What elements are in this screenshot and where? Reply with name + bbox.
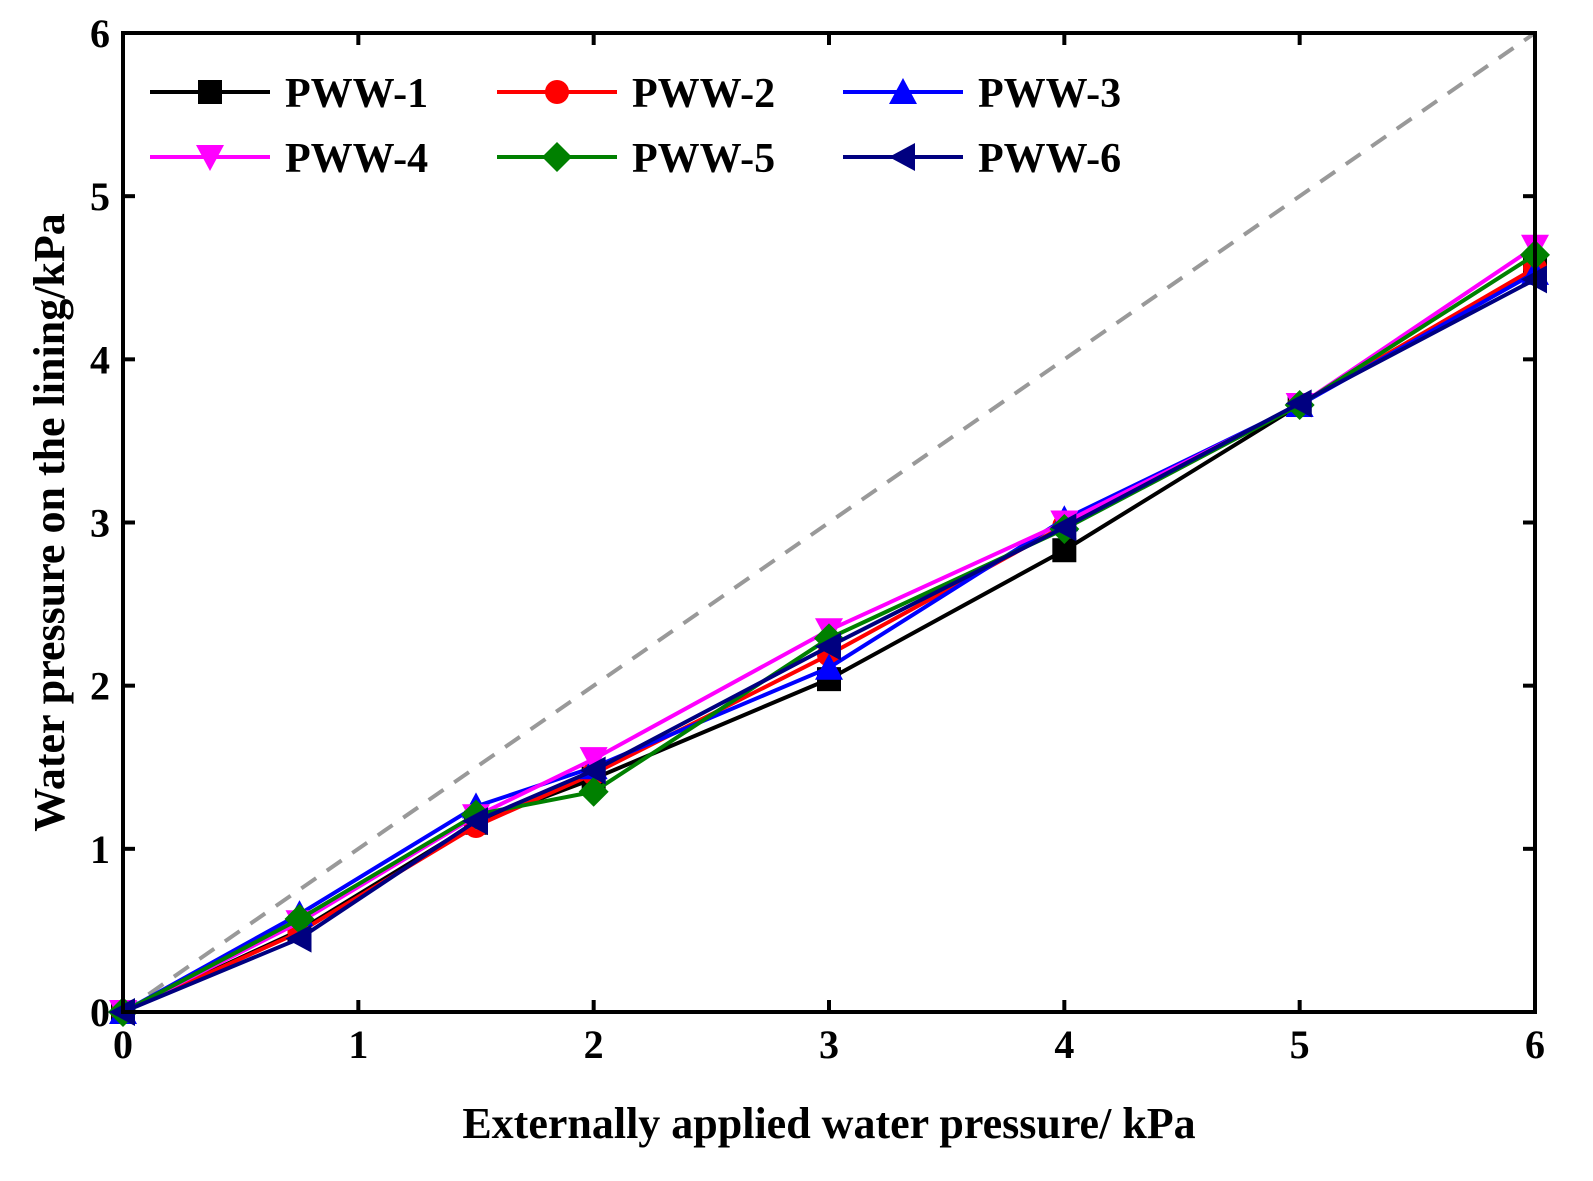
legend-item-pww-2: PWW-2 <box>497 71 775 117</box>
legend-label: PWW-5 <box>632 136 775 182</box>
legend-label: PWW-3 <box>978 71 1121 117</box>
legend-marker <box>198 80 222 104</box>
y-tick-label: 6 <box>90 11 110 56</box>
series-layer <box>108 234 1550 1027</box>
legend-item-pww-4: PWW-4 <box>150 136 428 182</box>
data-point-pww-6 <box>462 807 488 836</box>
legend-marker <box>196 145 224 171</box>
x-tick-label: 5 <box>1290 1022 1310 1067</box>
axis-tick-labels: 0 1 2 3 4 5 6 0 1 2 3 4 5 6 <box>90 11 1545 1067</box>
legend-item-pww-3: PWW-3 <box>843 71 1121 117</box>
reference-line-layer <box>121 31 1537 1014</box>
x-axis-title: Externally applied water pressure/ kPa <box>462 1099 1195 1148</box>
legend-marker <box>542 142 572 172</box>
data-point-pww-5 <box>284 903 315 934</box>
data-point-pww-6 <box>1050 513 1077 542</box>
y-tick-label: 1 <box>90 827 110 872</box>
x-tick-label: 0 <box>113 1022 133 1067</box>
legend-marker <box>545 80 569 104</box>
legend-marker <box>889 143 915 171</box>
x-tick-label: 4 <box>1054 1022 1074 1067</box>
data-point-pww-4 <box>579 747 608 774</box>
data-point-pww-6 <box>1285 389 1312 418</box>
legend-item-pww-6: PWW-6 <box>843 136 1121 182</box>
reference-line-y-equals-x <box>121 31 1537 1014</box>
y-tick-label: 2 <box>90 664 110 709</box>
legend-marker <box>889 78 917 104</box>
y-tick-label: 4 <box>90 337 110 382</box>
legend-item-pww-5: PWW-5 <box>497 136 775 182</box>
x-tick-label: 1 <box>348 1022 368 1067</box>
data-point-pww-3 <box>815 653 843 680</box>
series-line-pww-6 <box>122 277 1536 1014</box>
data-point-pww-6 <box>579 756 606 785</box>
y-tick-label: 3 <box>90 501 110 546</box>
legend: PWW-1 PWW-2 PWW-3 PWW-4 PWW-5 PWW-6 <box>150 71 1121 182</box>
x-tick-label: 2 <box>584 1022 604 1067</box>
series-pww-6 <box>109 265 1547 1026</box>
y-tick-label: 0 <box>90 990 110 1035</box>
data-point-pww-5 <box>578 776 609 807</box>
x-tick-label: 3 <box>819 1022 839 1067</box>
legend-item-pww-1: PWW-1 <box>150 71 428 117</box>
data-point-pww-6 <box>815 632 841 661</box>
legend-label: PWW-1 <box>285 71 428 117</box>
x-tick-label: 6 <box>1525 1022 1545 1067</box>
legend-label: PWW-4 <box>285 136 428 182</box>
legend-label: PWW-6 <box>978 136 1121 182</box>
data-point-pww-6 <box>285 924 312 953</box>
axis-ticks <box>123 33 1535 1012</box>
legend-label: PWW-2 <box>632 71 775 117</box>
y-tick-label: 5 <box>90 174 110 219</box>
y-axis-title: Water pressure on the lining/kPa <box>25 213 74 832</box>
